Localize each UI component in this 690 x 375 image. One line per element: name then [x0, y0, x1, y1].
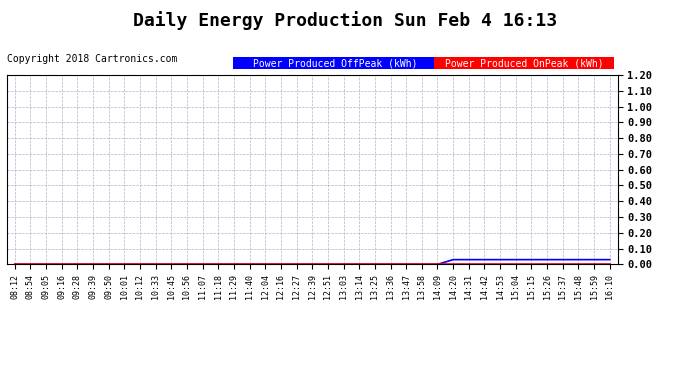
Text: Copyright 2018 Cartronics.com: Copyright 2018 Cartronics.com	[7, 54, 177, 64]
Text: Power Produced OffPeak (kWh): Power Produced OffPeak (kWh)	[253, 58, 417, 68]
Text: Daily Energy Production Sun Feb 4 16:13: Daily Energy Production Sun Feb 4 16:13	[133, 11, 557, 30]
Text: Power Produced OnPeak (kWh): Power Produced OnPeak (kWh)	[446, 58, 604, 68]
FancyBboxPatch shape	[233, 57, 435, 69]
FancyBboxPatch shape	[435, 57, 615, 69]
